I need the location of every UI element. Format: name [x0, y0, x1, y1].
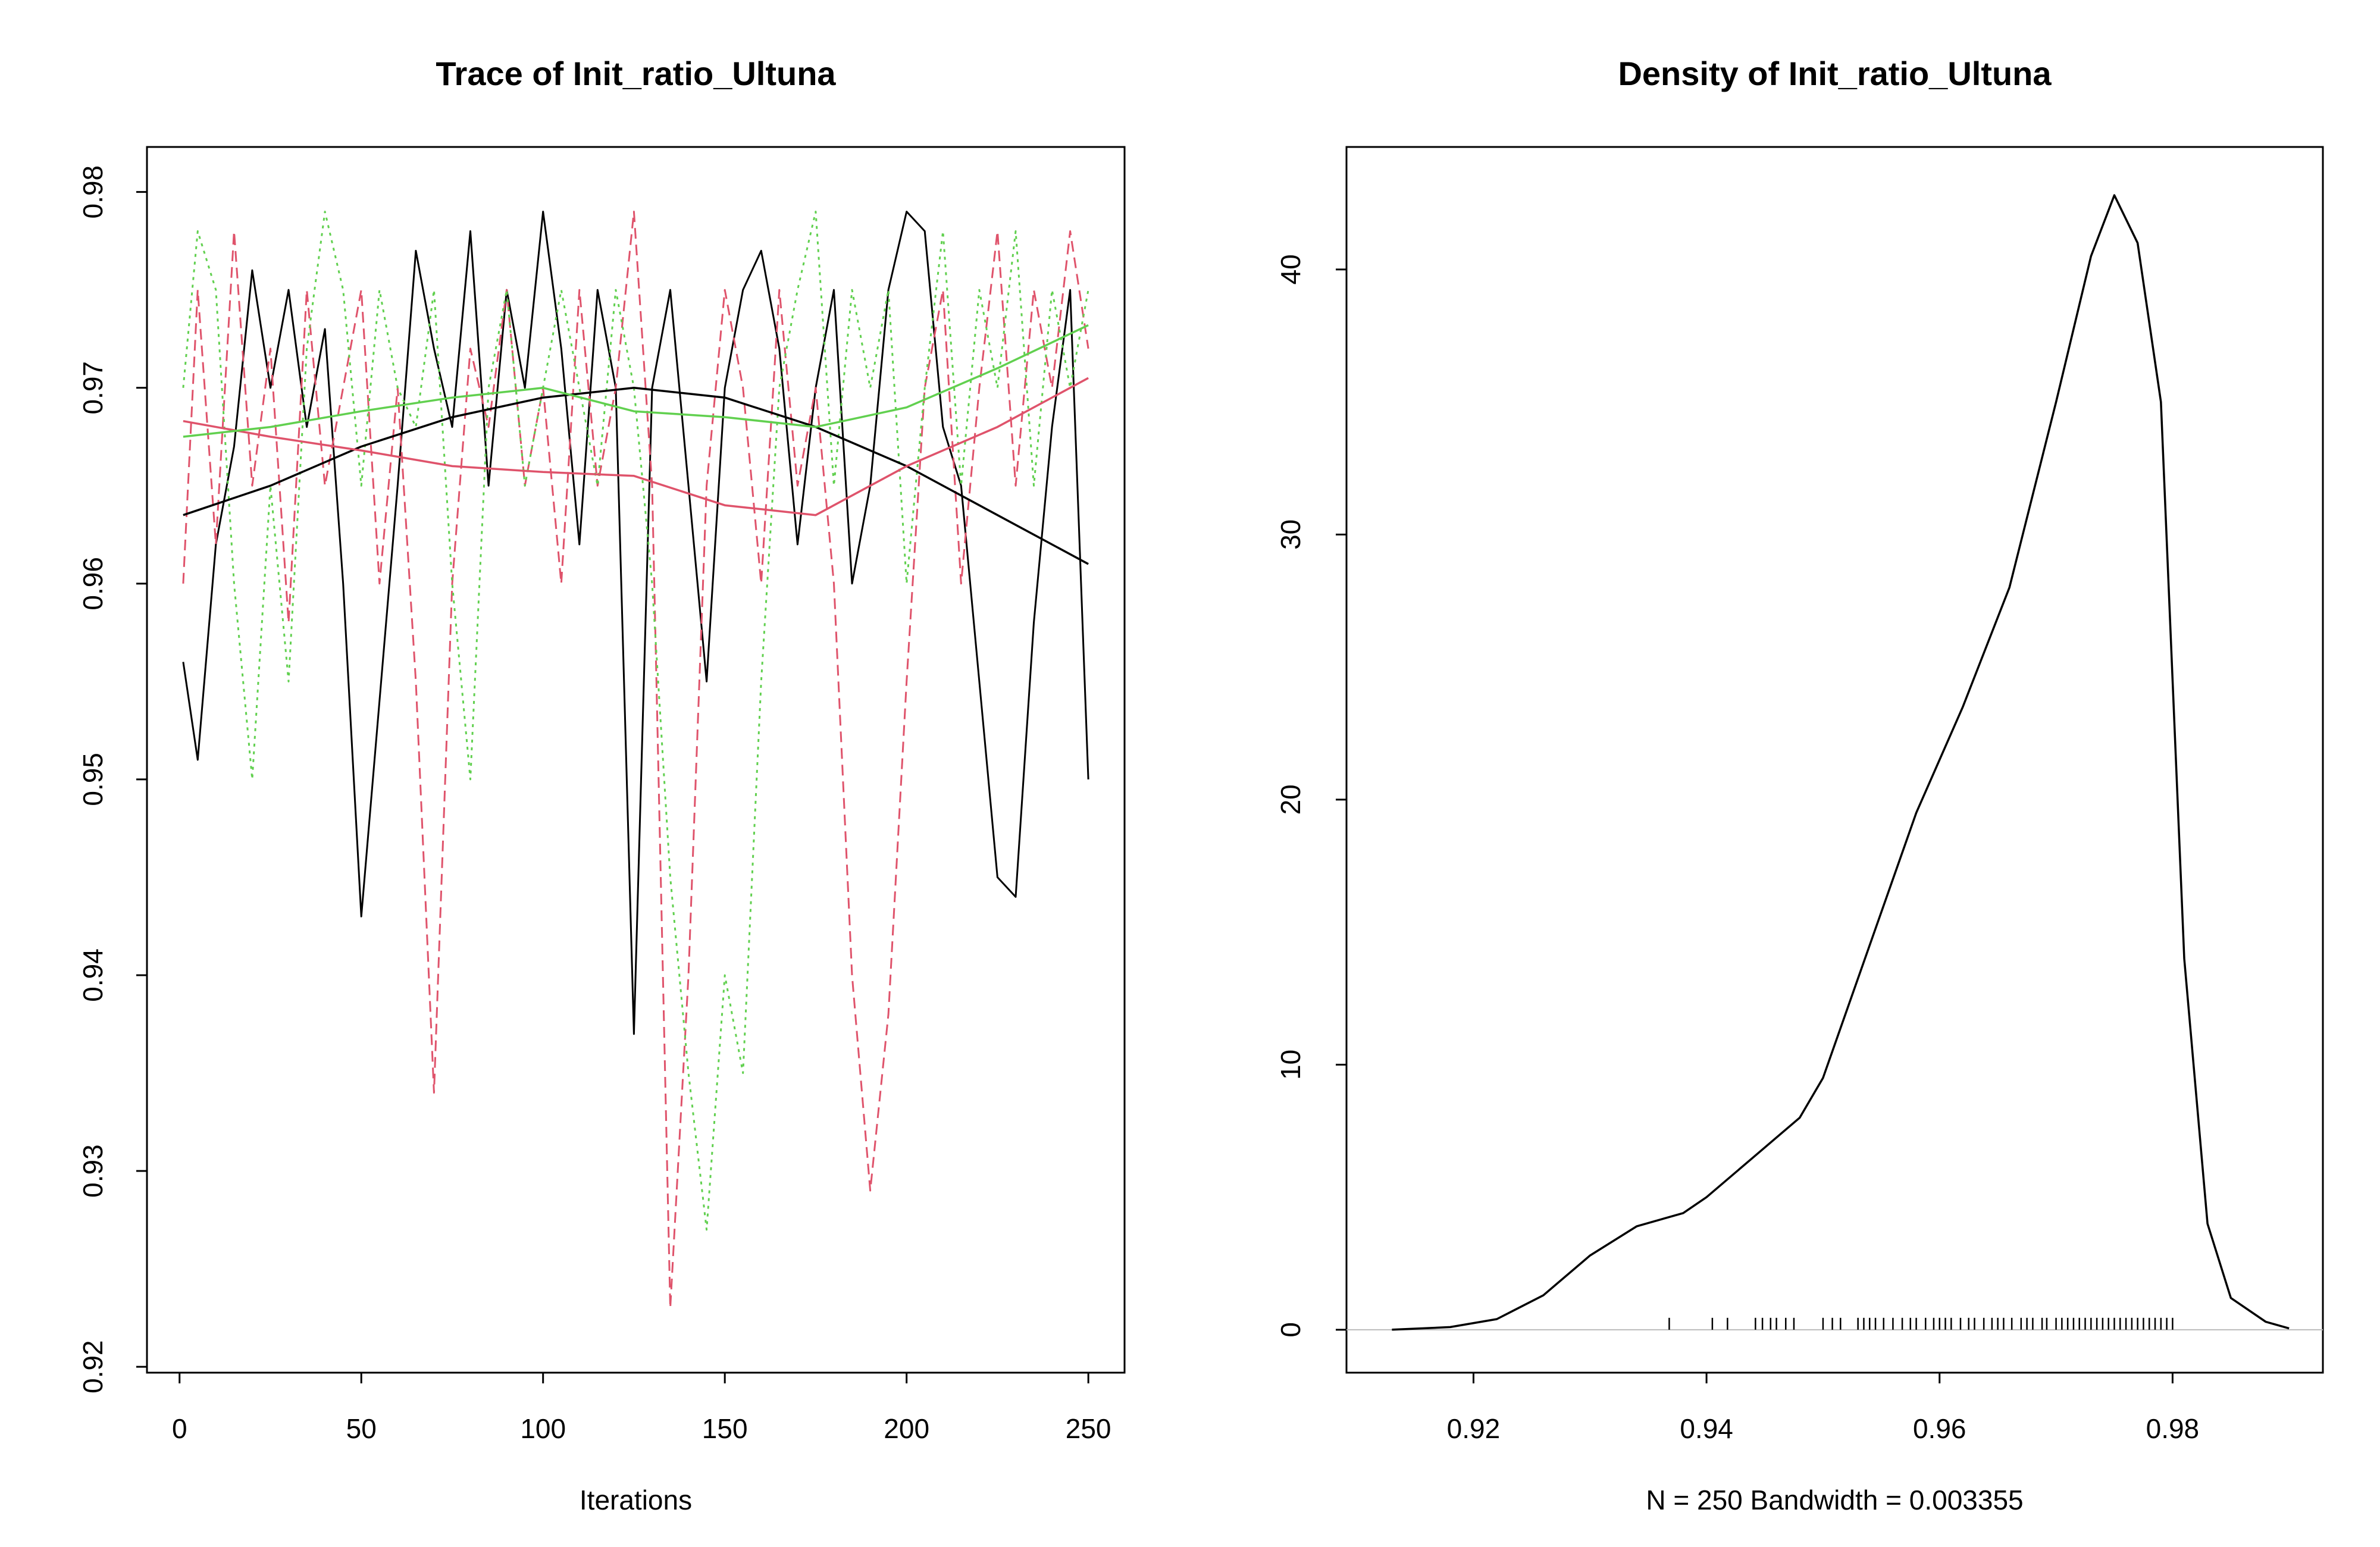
chart-title: Trace of Init_ratio_Ultuna	[436, 55, 836, 92]
smooth-line	[183, 377, 1089, 516]
chain-line	[182, 211, 1089, 1309]
x-axis-label: Iterations	[580, 1485, 692, 1515]
x-tick-label: 50	[346, 1413, 377, 1444]
x-tick-label: 0.98	[2146, 1413, 2200, 1444]
y-tick-label: 40	[1275, 254, 1306, 284]
x-tick-label: 200	[884, 1413, 929, 1444]
y-tick-label: 20	[1275, 784, 1306, 815]
y-tick-label: 0	[1275, 1322, 1306, 1338]
y-tick-label: 0.98	[77, 165, 108, 219]
y-tick-label: 0.97	[77, 361, 108, 415]
x-tick-label: 0.94	[1680, 1413, 1733, 1444]
smooth-line	[183, 324, 1089, 438]
y-tick-label: 0.93	[77, 1144, 108, 1198]
chain-line	[182, 211, 1089, 1035]
x-tick-label: 250	[1066, 1413, 1111, 1444]
y-tick-label: 0.94	[77, 948, 108, 1002]
x-tick-label: 150	[702, 1413, 748, 1444]
x-tick-label: 0.96	[1913, 1413, 1966, 1444]
x-tick-label: 100	[520, 1413, 566, 1444]
x-tick-label: 0	[172, 1413, 187, 1444]
chart-title: Density of Init_ratio_Ultuna	[1618, 55, 2052, 92]
y-tick-label: 0.92	[77, 1340, 108, 1393]
y-tick-label: 0.96	[77, 557, 108, 610]
x-axis-label: N = 250 Bandwidth = 0.003355	[1646, 1485, 2023, 1515]
smooth-line	[183, 387, 1089, 565]
density-line	[1392, 194, 2290, 1331]
x-tick-label: 0.92	[1447, 1413, 1501, 1444]
y-tick-label: 10	[1275, 1050, 1306, 1080]
y-tick-label: 30	[1275, 519, 1306, 550]
y-tick-label: 0.95	[77, 753, 108, 806]
